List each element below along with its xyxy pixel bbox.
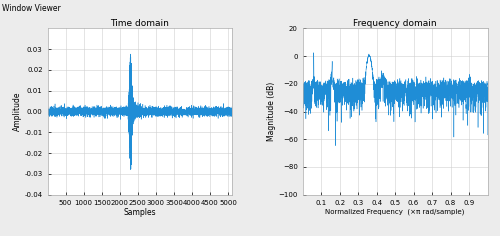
X-axis label: Samples: Samples: [124, 208, 156, 217]
Text: Window Viewer: Window Viewer: [2, 4, 61, 13]
Y-axis label: Amplitude: Amplitude: [12, 92, 22, 131]
Y-axis label: Magnitude (dB): Magnitude (dB): [266, 82, 276, 141]
Title: Frequency domain: Frequency domain: [354, 19, 437, 28]
Title: Time domain: Time domain: [110, 19, 170, 28]
X-axis label: Normalized Frequency  (×π rad/sample): Normalized Frequency (×π rad/sample): [326, 208, 465, 215]
